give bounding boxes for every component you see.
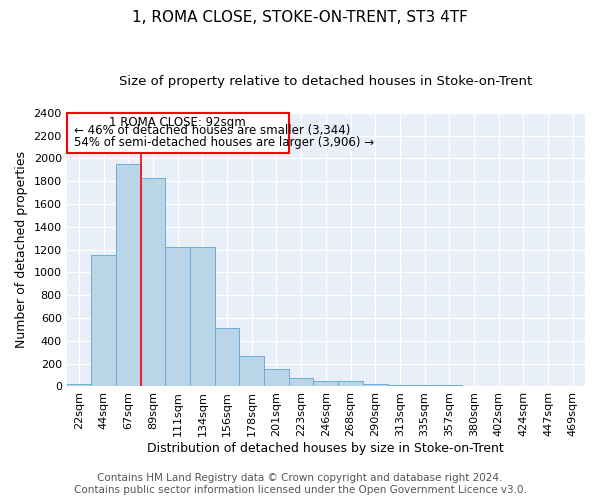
Bar	[215, 328, 239, 386]
Bar	[67, 384, 91, 386]
Y-axis label: Number of detached properties: Number of detached properties	[15, 151, 28, 348]
X-axis label: Distribution of detached houses by size in Stoke-on-Trent: Distribution of detached houses by size …	[148, 442, 504, 455]
Bar	[190, 248, 215, 386]
Text: 54% of semi-detached houses are larger (3,906) →: 54% of semi-detached houses are larger (…	[74, 136, 374, 148]
Bar	[313, 382, 338, 386]
Bar	[264, 369, 289, 386]
Bar	[363, 384, 388, 386]
Title: Size of property relative to detached houses in Stoke-on-Trent: Size of property relative to detached ho…	[119, 75, 532, 88]
Bar	[116, 164, 141, 386]
Text: Contains HM Land Registry data © Crown copyright and database right 2024.
Contai: Contains HM Land Registry data © Crown c…	[74, 474, 526, 495]
Text: 1 ROMA CLOSE: 92sqm: 1 ROMA CLOSE: 92sqm	[109, 116, 246, 129]
Text: 1, ROMA CLOSE, STOKE-ON-TRENT, ST3 4TF: 1, ROMA CLOSE, STOKE-ON-TRENT, ST3 4TF	[132, 10, 468, 25]
Bar	[91, 256, 116, 386]
Text: ← 46% of detached houses are smaller (3,344): ← 46% of detached houses are smaller (3,…	[74, 124, 350, 137]
Bar	[141, 178, 166, 386]
Bar	[239, 356, 264, 386]
Bar	[289, 378, 313, 386]
Bar	[166, 248, 190, 386]
Bar	[67, 113, 289, 152]
Bar	[338, 382, 363, 386]
